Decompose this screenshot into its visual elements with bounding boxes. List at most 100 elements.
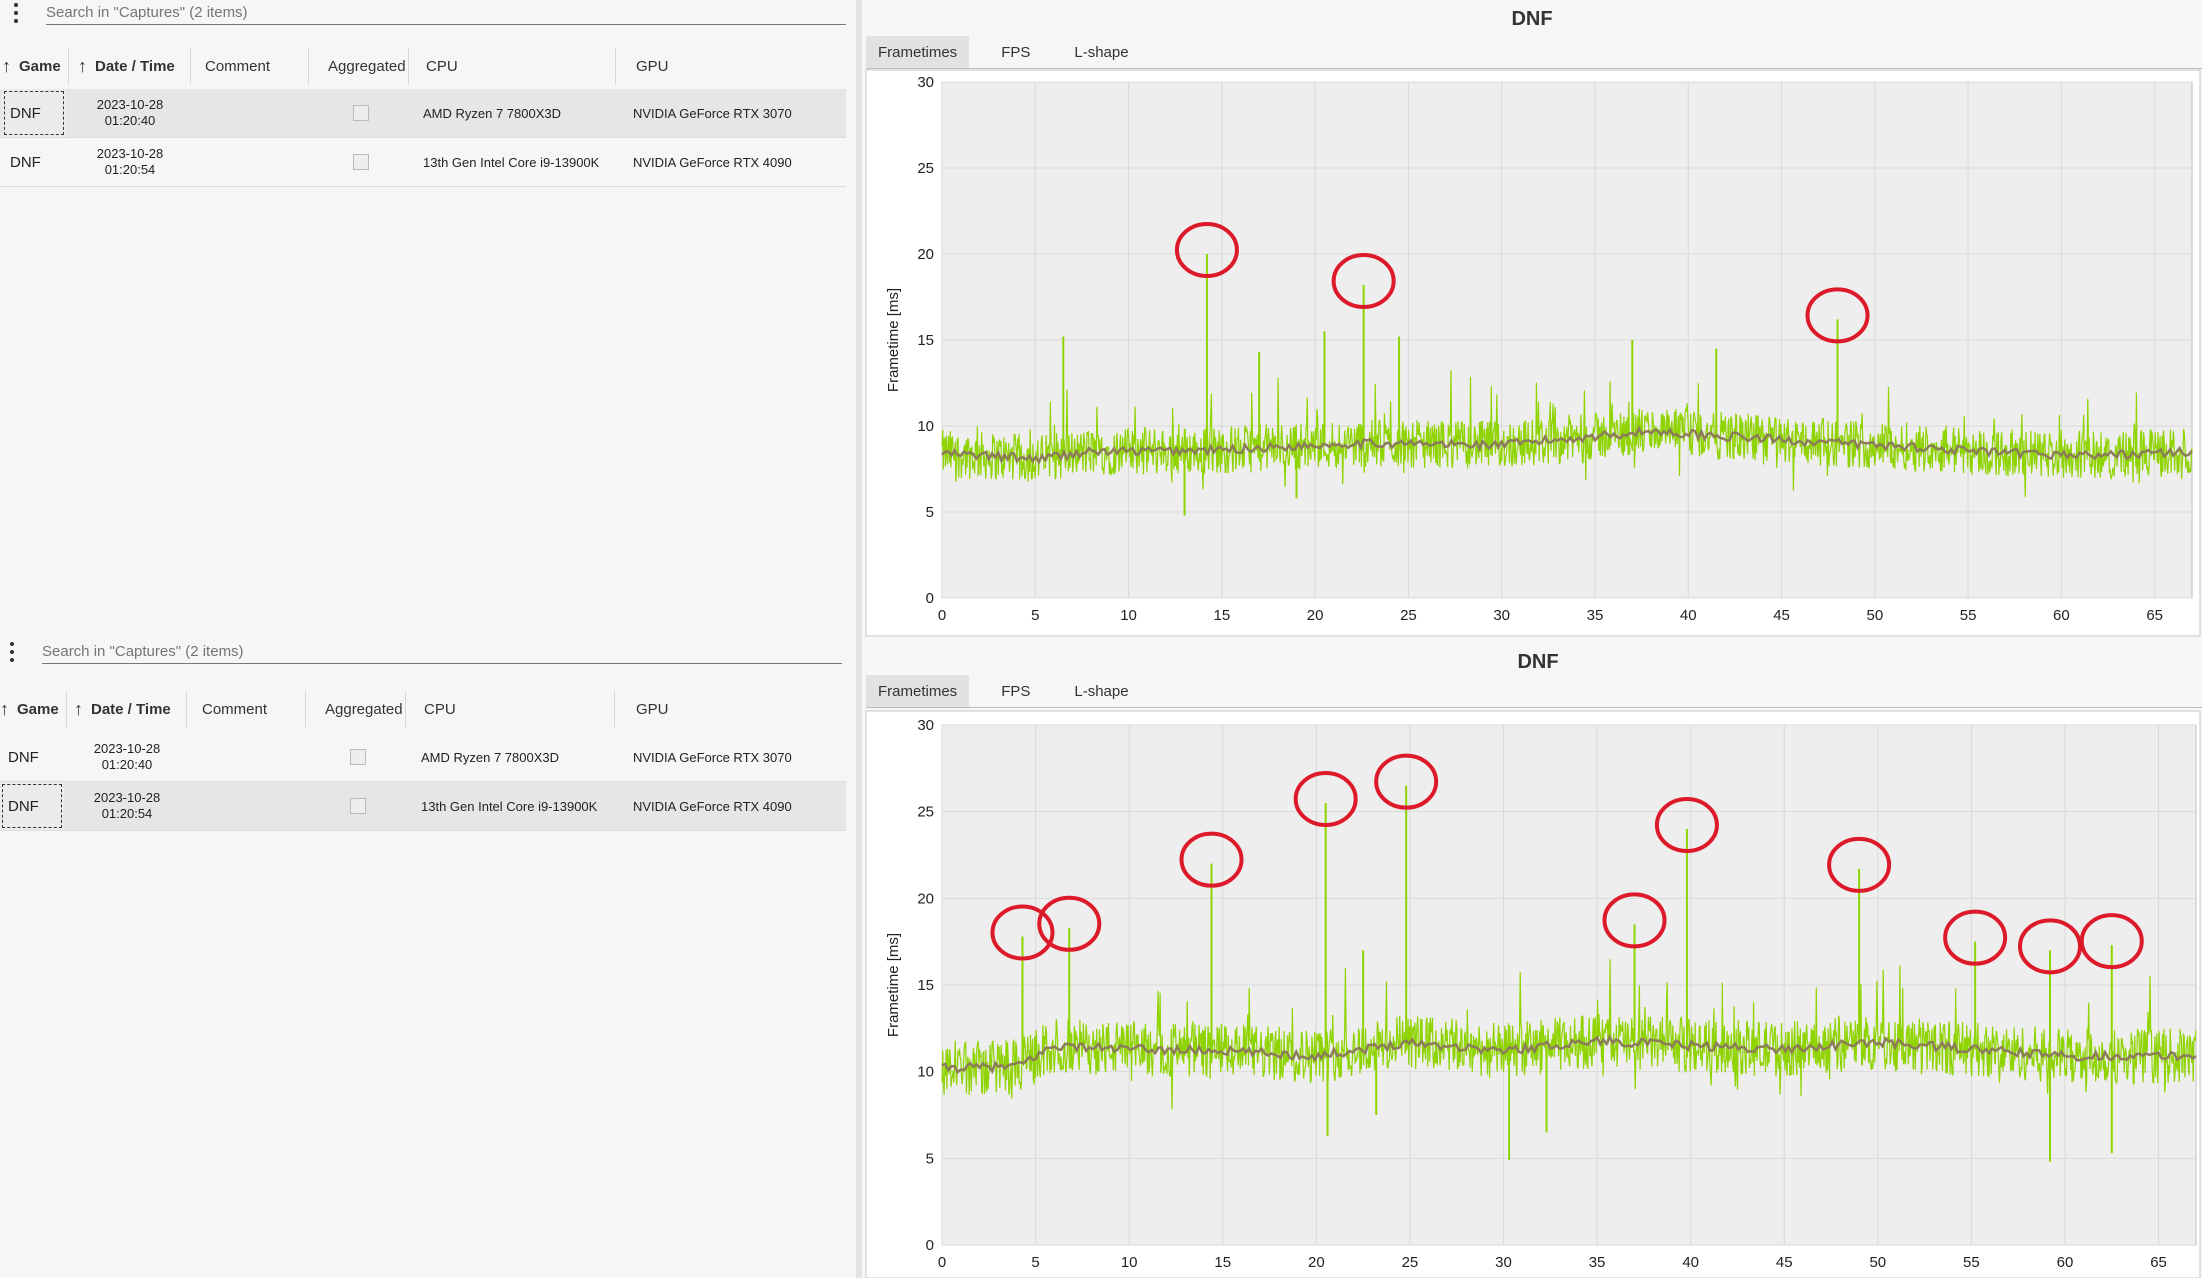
tab-frametimes[interactable]: Frametimes xyxy=(866,36,970,68)
sort-arrow-up-icon[interactable]: ↑ xyxy=(0,698,9,719)
y-tick-label: 20 xyxy=(917,890,934,907)
x-tick-label: 5 xyxy=(1031,1254,1039,1271)
x-tick-label: 45 xyxy=(1773,607,1790,624)
table-row[interactable]: DNF 2023-10-28 01:20:40 AMD Ryzen 7 7800X… xyxy=(0,89,846,138)
column-header-datetime-label: Date / Time xyxy=(95,57,175,75)
x-tick-label: 25 xyxy=(1400,607,1417,624)
tab-fps[interactable]: FPS xyxy=(1001,43,1031,61)
table-row[interactable]: DNF 2023-10-28 01:20:40 AMD Ryzen 7 7800X… xyxy=(0,733,846,782)
y-tick-label: 5 xyxy=(926,504,934,521)
splitter[interactable] xyxy=(856,639,862,1278)
x-tick-label: 30 xyxy=(1495,1254,1512,1271)
tab-l-shape[interactable]: L-shape xyxy=(1074,682,1129,700)
chart-tabs: Frametimes FPS L-shape xyxy=(866,36,1161,68)
date-text: 2023-10-28 xyxy=(96,97,164,112)
game-cell[interactable]: DNF xyxy=(10,153,41,171)
column-header-datetime[interactable]: ↑ Date / Time xyxy=(74,691,171,727)
table-header: ↑ Game ↑ Date / Time Comment Aggregated CP… xyxy=(0,691,846,727)
date-text: 2023-10-28 xyxy=(93,790,161,805)
date-text: 2023-10-28 xyxy=(96,146,164,161)
frametime-series xyxy=(941,959,2197,1110)
column-header-comment[interactable]: Comment xyxy=(205,57,271,75)
cpu-cell: 13th Gen Intel Core i9-13900K xyxy=(421,798,598,814)
datetime-cell: 2023-10-28 01:20:54 xyxy=(65,138,195,186)
x-tick-label: 10 xyxy=(1121,1254,1138,1271)
x-tick-label: 35 xyxy=(1587,607,1604,624)
x-tick-label: 20 xyxy=(1308,1254,1325,1271)
captures-panel: ↑ Game ↑ Date / Time Comment Aggregated CP… xyxy=(0,0,856,639)
column-header-cpu[interactable]: CPU xyxy=(424,700,456,718)
datetime-cell: 2023-10-28 01:20:54 xyxy=(62,782,192,830)
time-text: 01:20:40 xyxy=(101,757,153,772)
column-header-gpu[interactable]: GPU xyxy=(636,57,669,75)
time-text: 01:20:40 xyxy=(104,113,156,128)
search-input[interactable] xyxy=(46,0,846,25)
y-tick-label: 20 xyxy=(917,246,934,263)
game-cell[interactable]: DNF xyxy=(2,89,66,137)
more-menu-icon[interactable] xyxy=(4,639,20,665)
sort-arrow-up-icon[interactable]: ↑ xyxy=(78,55,87,76)
datetime-cell: 2023-10-28 01:20:40 xyxy=(65,89,195,137)
x-tick-label: 35 xyxy=(1589,1254,1606,1271)
x-tick-label: 40 xyxy=(1680,607,1697,624)
gpu-cell: NVIDIA GeForce RTX 4090 xyxy=(633,154,792,170)
table-row[interactable]: DNF 2023-10-28 01:20:54 13th Gen Intel Co… xyxy=(0,138,846,187)
capture-view-bottom: ↑ Game ↑ Date / Time Comment Aggregated CP… xyxy=(0,639,2202,1278)
x-tick-label: 15 xyxy=(1214,607,1231,624)
highlight-circle xyxy=(1602,892,1667,949)
y-tick-label: 0 xyxy=(926,590,934,607)
sort-arrow-up-icon[interactable]: ↑ xyxy=(74,698,83,719)
table-row[interactable]: DNF 2023-10-28 01:20:54 13th Gen Intel Co… xyxy=(0,782,846,831)
x-tick-label: 65 xyxy=(2146,607,2163,624)
column-header-gpu[interactable]: GPU xyxy=(636,700,669,718)
x-tick-label: 0 xyxy=(938,607,946,624)
sort-arrow-up-icon[interactable]: ↑ xyxy=(2,55,11,76)
column-header-cpu[interactable]: CPU xyxy=(426,57,458,75)
highlight-circle xyxy=(1943,909,2008,966)
chart-title: DNF xyxy=(1511,8,1553,30)
tab-l-shape[interactable]: L-shape xyxy=(1074,43,1129,61)
column-header-game-label: Game xyxy=(17,700,59,718)
x-tick-label: 65 xyxy=(2150,1254,2167,1271)
captures-panel: ↑ Game ↑ Date / Time Comment Aggregated CP… xyxy=(0,639,856,1278)
game-cell[interactable]: DNF xyxy=(0,782,64,830)
time-text: 01:20:54 xyxy=(104,162,156,177)
column-header-aggregated[interactable]: Aggregated xyxy=(328,57,406,75)
gpu-cell: NVIDIA GeForce RTX 3070 xyxy=(633,749,792,765)
aggregated-checkbox[interactable] xyxy=(350,782,366,830)
x-tick-label: 55 xyxy=(1960,607,1977,624)
tab-fps[interactable]: FPS xyxy=(1001,682,1031,700)
y-tick-label: 0 xyxy=(926,1237,934,1254)
frametime-chart[interactable]: 0 5 10 15 20 25 30 35 40 45 50 55 60 65 0 5 10 15 20 25 30 Fr… xyxy=(862,639,2202,1278)
column-header-aggregated[interactable]: Aggregated xyxy=(325,700,403,718)
column-header-datetime[interactable]: ↑ Date / Time xyxy=(78,48,175,84)
highlight-circle xyxy=(1654,797,1719,853)
x-tick-label: 5 xyxy=(1031,607,1039,624)
frametime-chart[interactable]: 0 5 10 15 20 25 30 35 40 45 50 55 60 65 0 5 10 15 20 25 30 Fr… xyxy=(862,0,2202,639)
highlight-circle xyxy=(1037,895,1102,952)
tab-frametimes[interactable]: Frametimes xyxy=(866,675,970,707)
y-tick-label: 15 xyxy=(917,977,934,994)
x-tick-label: 30 xyxy=(1493,607,1510,624)
column-header-game[interactable]: ↑ Game xyxy=(2,48,61,84)
cpu-cell: AMD Ryzen 7 7800X3D xyxy=(421,749,560,765)
y-axis-title: Frametime [ms] xyxy=(885,933,902,1037)
aggregated-checkbox[interactable] xyxy=(353,138,369,186)
more-menu-icon[interactable] xyxy=(8,0,24,26)
y-tick-label: 5 xyxy=(926,1150,934,1167)
aggregated-checkbox[interactable] xyxy=(350,733,366,781)
chart-title: DNF xyxy=(1517,651,1559,673)
game-cell[interactable]: DNF xyxy=(8,748,39,766)
column-header-comment[interactable]: Comment xyxy=(202,700,268,718)
moving-average-line xyxy=(941,1034,2197,1075)
splitter[interactable] xyxy=(856,0,862,639)
column-header-game[interactable]: ↑ Game xyxy=(0,691,59,727)
highlight-circle xyxy=(1179,831,1244,888)
y-tick-label: 10 xyxy=(917,418,934,435)
aggregated-checkbox[interactable] xyxy=(353,89,369,137)
date-text: 2023-10-28 xyxy=(93,741,161,756)
x-tick-label: 15 xyxy=(1214,1254,1231,1271)
datetime-cell: 2023-10-28 01:20:40 xyxy=(62,733,192,781)
x-tick-label: 60 xyxy=(2053,607,2070,624)
search-input[interactable] xyxy=(42,639,842,664)
